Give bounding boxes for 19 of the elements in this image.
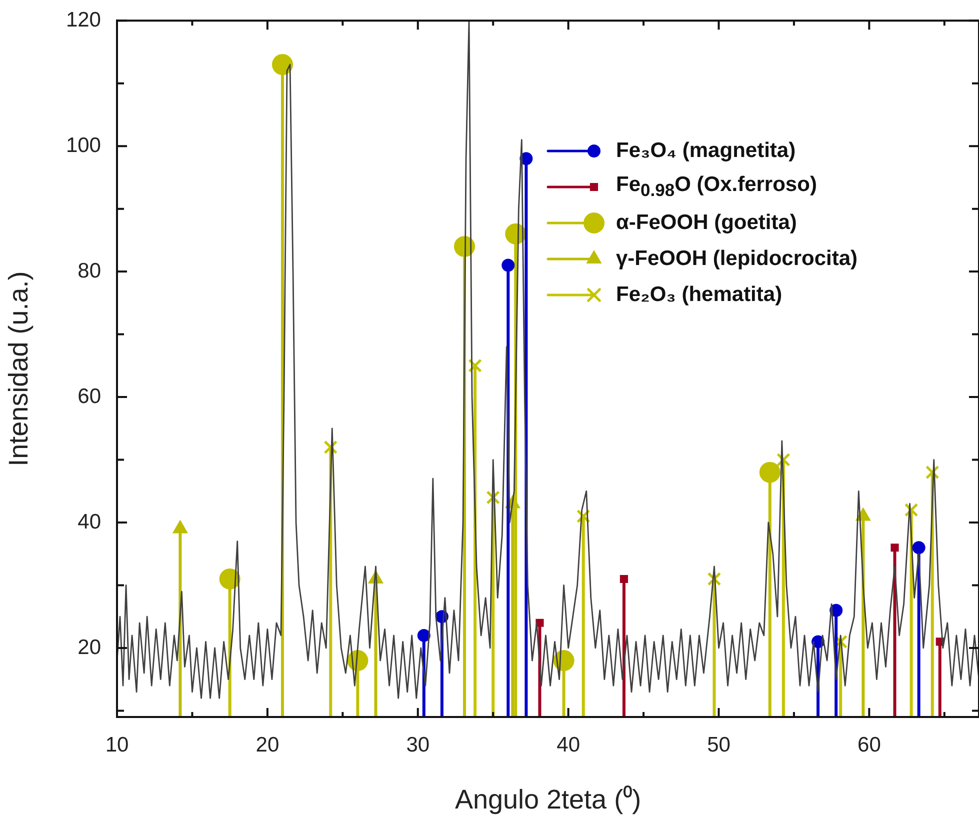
- x-axis-title: Angulo 2teta (⁰): [454, 784, 642, 814]
- legend-label: Fe₂O₃ (hematita): [616, 283, 782, 307]
- legend-label: α-FeOOH (goetita): [616, 211, 797, 235]
- legend-label: Fe₃O₄ (magnetita): [616, 139, 796, 163]
- legend-label: γ-FeOOH (lepidocrocita): [616, 247, 858, 271]
- legend-label: Fe$_{0.98}$O (Ox.ferroso): [616, 172, 817, 202]
- x-tick-label: 20: [256, 733, 280, 756]
- y-tick-label: 60: [78, 384, 101, 408]
- x-tick-label: 60: [858, 733, 881, 756]
- y-tick-label: 100: [66, 134, 101, 157]
- y-tick-label: 40: [78, 510, 101, 534]
- x-tick-label: 30: [406, 733, 430, 756]
- y-tick-label: 80: [78, 259, 101, 282]
- y-tick-label: 20: [78, 636, 101, 659]
- y-tick-label: 120: [66, 8, 101, 32]
- x-tick-label: 40: [556, 733, 580, 756]
- x-tick-label: 10: [105, 733, 129, 756]
- y-axis-title: Intensidad (u.a.): [4, 271, 34, 466]
- x-tick-label: 50: [707, 733, 730, 756]
